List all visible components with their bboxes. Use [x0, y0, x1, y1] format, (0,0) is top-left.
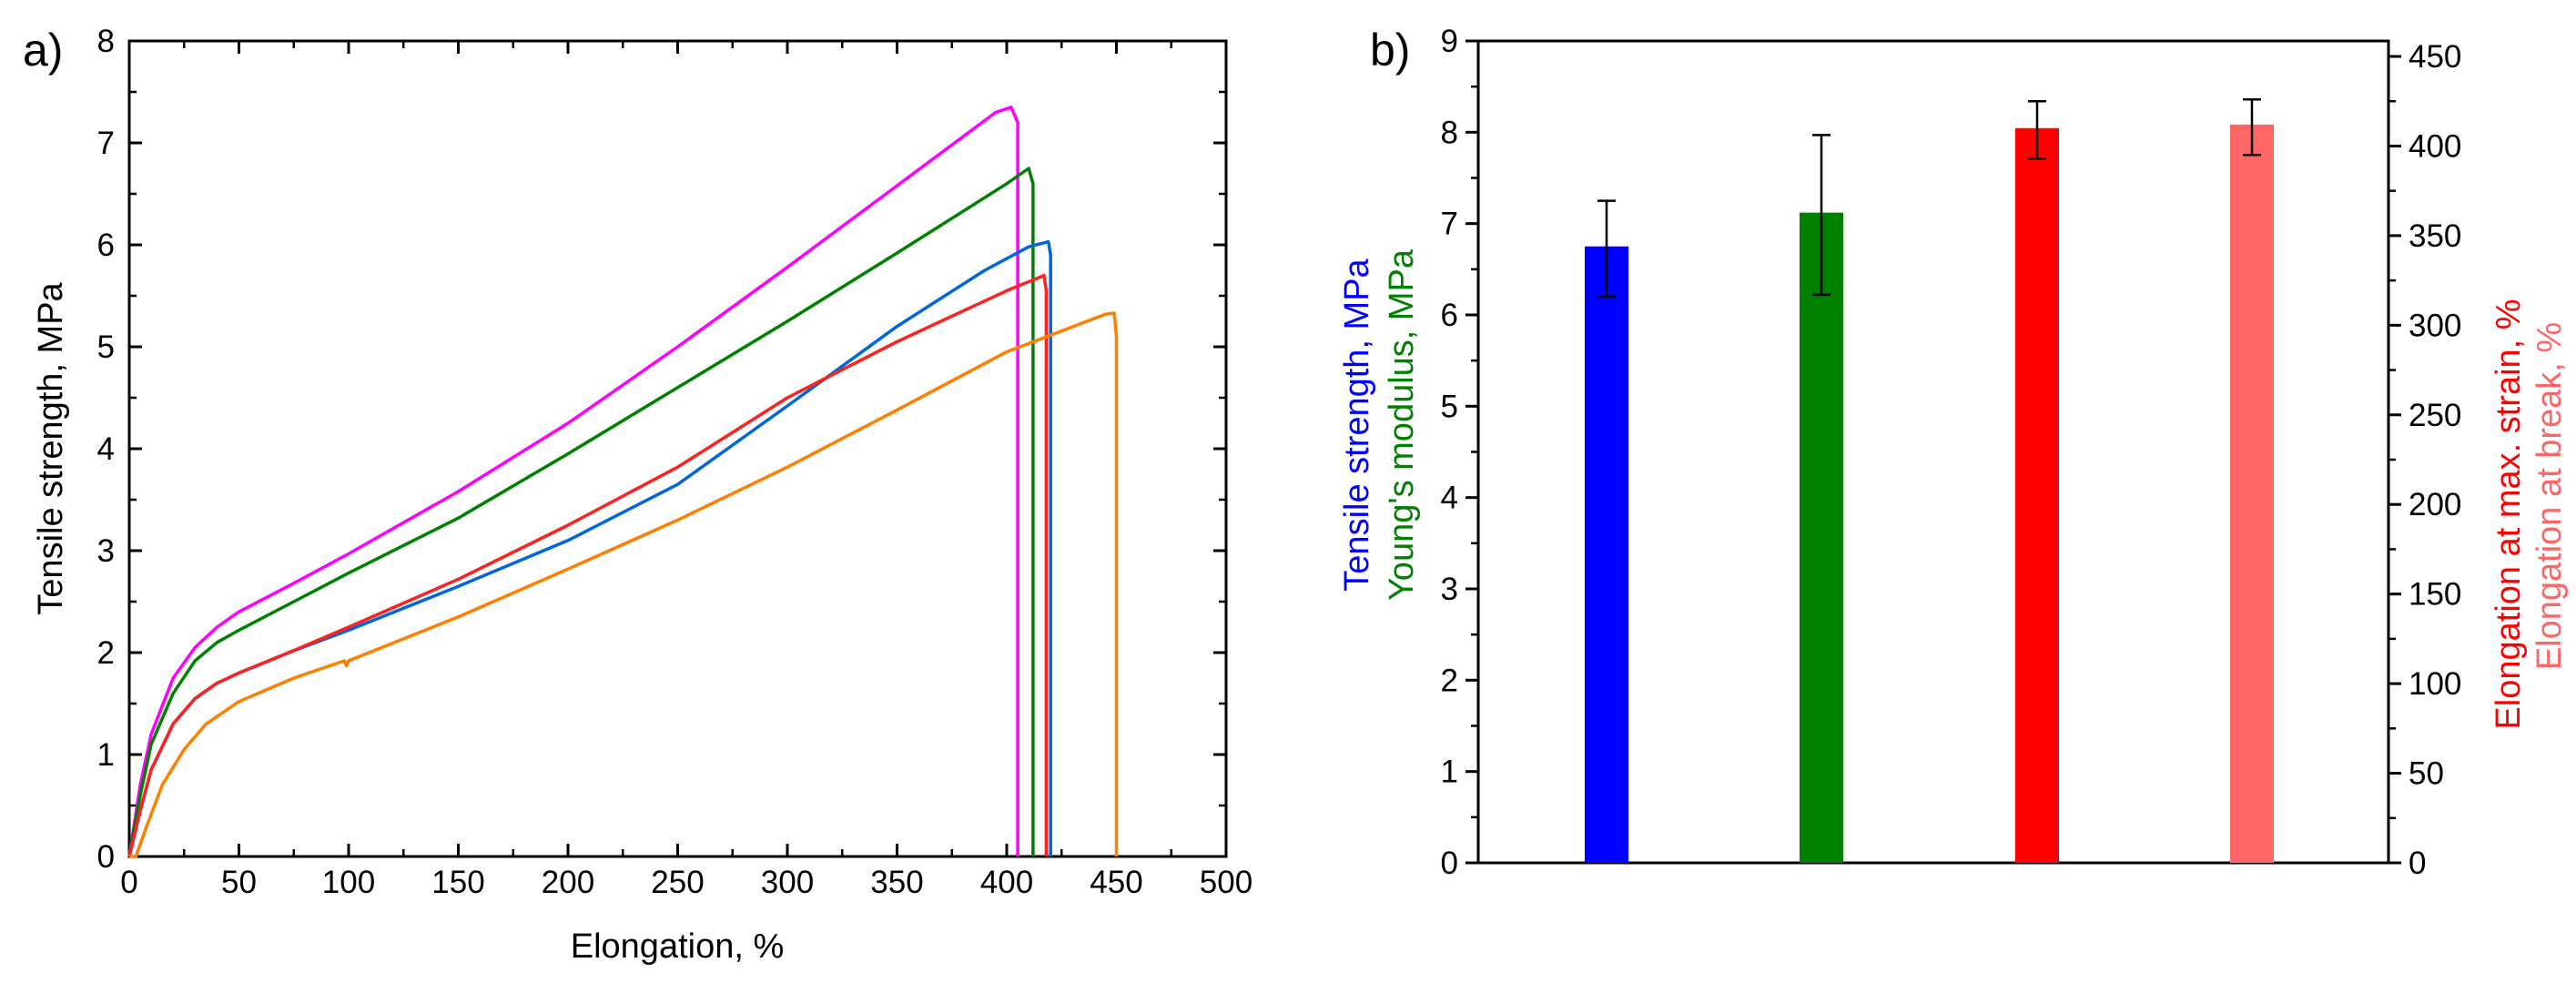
- panel-b-left-axis: 0 1 2 3 4 5 6 7 8 9: [1441, 24, 1478, 881]
- series-line-red: [127, 273, 1049, 857]
- panel-b-bar-chart: b) 0 1 2 3 4 5 6 7 8 9 0 50 100 150 200 250 300 350 400 45…: [1338, 24, 2569, 881]
- left-tick-label: 4: [1441, 481, 1458, 516]
- y-tick-label: 1: [97, 737, 115, 773]
- bar-young-s-modulus: [1800, 212, 1843, 864]
- series-line-magenta: [127, 106, 1019, 857]
- panel-b-label: b): [1370, 25, 1410, 76]
- bar-elongation-at-break: [2230, 124, 2274, 864]
- x-tick-label: 500: [1200, 865, 1253, 900]
- panel-a-y-axis: 0 1 2 3 4 5 6 7 8: [97, 24, 1226, 875]
- panel-b-right-axis: 0 50 100 150 200 250 300 350 400 450: [2388, 39, 2461, 881]
- series-line-green: [127, 167, 1035, 857]
- y-tick-label: 5: [97, 329, 115, 365]
- panel-a-line-chart: a) 0 50 100 150 200 250 300 350 400 450 500 0 1 2 3 4 5…: [23, 24, 1253, 966]
- x-tick-label: 200: [542, 865, 594, 900]
- left-tick-label: 6: [1441, 298, 1458, 333]
- panel-b-left-axis-label-modulus: Young's modulus, MPa: [1383, 248, 1421, 601]
- x-tick-label: 150: [431, 865, 484, 900]
- panel-a-x-axis-label: Elongation, %: [571, 927, 785, 966]
- panel-a-label: a): [23, 25, 63, 76]
- y-tick-label: 3: [97, 533, 115, 569]
- bar-elongation-at-max-strain: [2015, 127, 2059, 863]
- right-tick-label: 0: [2409, 846, 2426, 881]
- left-tick-label: 1: [1441, 755, 1458, 790]
- panel-a-plot-frame: [127, 39, 1228, 858]
- left-tick-label: 0: [1441, 846, 1458, 881]
- panel-a-x-axis: 0 50 100 150 200 250 300 350 400 450 500: [120, 41, 1253, 900]
- left-tick-label: 3: [1441, 572, 1458, 607]
- x-tick-label: 100: [322, 865, 375, 900]
- x-tick-label: 350: [870, 865, 923, 900]
- panel-b-right-axis-label-elongation-break: Elongation at break, %: [2530, 322, 2569, 670]
- x-tick-label: 450: [1090, 865, 1142, 900]
- right-tick-label: 300: [2409, 308, 2461, 343]
- right-tick-label: 400: [2409, 128, 2461, 164]
- x-tick-label: 400: [980, 865, 1033, 900]
- panel-b-right-axis-label-elongation-max: Elongation at max. strain, %: [2490, 299, 2528, 729]
- panel-b-bars: [1585, 98, 2274, 864]
- y-tick-label: 0: [97, 839, 115, 875]
- panel-a-series: [127, 106, 1119, 858]
- right-tick-label: 150: [2409, 577, 2461, 613]
- y-tick-label: 4: [97, 431, 115, 467]
- bar-tensile-strength: [1585, 246, 1628, 863]
- right-tick-label: 200: [2409, 487, 2461, 522]
- x-tick-label: 0: [120, 865, 137, 900]
- left-tick-label: 9: [1441, 24, 1458, 59]
- panel-a-y-axis-label: Tensile strength, MPa: [32, 281, 70, 614]
- right-tick-label: 100: [2409, 666, 2461, 702]
- y-tick-label: 6: [97, 228, 115, 263]
- y-tick-label: 8: [97, 24, 115, 59]
- right-tick-label: 450: [2409, 39, 2461, 75]
- left-tick-label: 2: [1441, 663, 1458, 698]
- y-tick-label: 7: [97, 126, 115, 161]
- left-tick-label: 5: [1441, 389, 1458, 424]
- panel-b-left-axis-label-tensile: Tensile strength, MPa: [1338, 258, 1376, 591]
- left-tick-label: 7: [1441, 207, 1458, 242]
- right-tick-label: 50: [2409, 756, 2444, 792]
- series-line-orange: [129, 311, 1119, 858]
- x-tick-label: 50: [221, 865, 257, 900]
- y-tick-label: 2: [97, 635, 115, 671]
- right-tick-label: 350: [2409, 218, 2461, 254]
- x-tick-label: 300: [761, 865, 814, 900]
- right-tick-label: 250: [2409, 398, 2461, 433]
- x-tick-label: 250: [651, 865, 704, 900]
- left-tick-label: 8: [1441, 115, 1458, 150]
